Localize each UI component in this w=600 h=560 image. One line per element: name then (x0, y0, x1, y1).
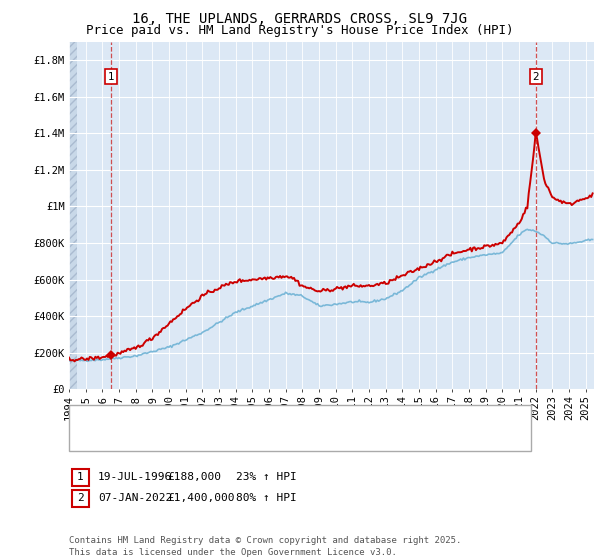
Text: 07-JAN-2022: 07-JAN-2022 (98, 493, 172, 503)
Text: 1: 1 (77, 472, 84, 482)
Text: 23% ↑ HPI: 23% ↑ HPI (236, 472, 296, 482)
Text: 2: 2 (77, 493, 84, 503)
Bar (67, 42, 77, 389)
Text: 1: 1 (107, 72, 114, 82)
Text: 80% ↑ HPI: 80% ↑ HPI (236, 493, 296, 503)
Text: 19-JUL-1996: 19-JUL-1996 (98, 472, 172, 482)
Text: 16, THE UPLANDS, GERRARDS CROSS, SL9 7JG (detached house): 16, THE UPLANDS, GERRARDS CROSS, SL9 7JG… (110, 413, 494, 423)
Text: £1,400,000: £1,400,000 (167, 493, 235, 503)
Text: 16, THE UPLANDS, GERRARDS CROSS, SL9 7JG: 16, THE UPLANDS, GERRARDS CROSS, SL9 7JG (133, 12, 467, 26)
Text: HPI: Average price, detached house, Buckinghamshire: HPI: Average price, detached house, Buck… (110, 433, 454, 443)
Text: 2: 2 (532, 72, 539, 82)
Text: Price paid vs. HM Land Registry's House Price Index (HPI): Price paid vs. HM Land Registry's House … (86, 24, 514, 36)
Text: £188,000: £188,000 (167, 472, 221, 482)
Text: Contains HM Land Registry data © Crown copyright and database right 2025.
This d: Contains HM Land Registry data © Crown c… (69, 536, 461, 557)
